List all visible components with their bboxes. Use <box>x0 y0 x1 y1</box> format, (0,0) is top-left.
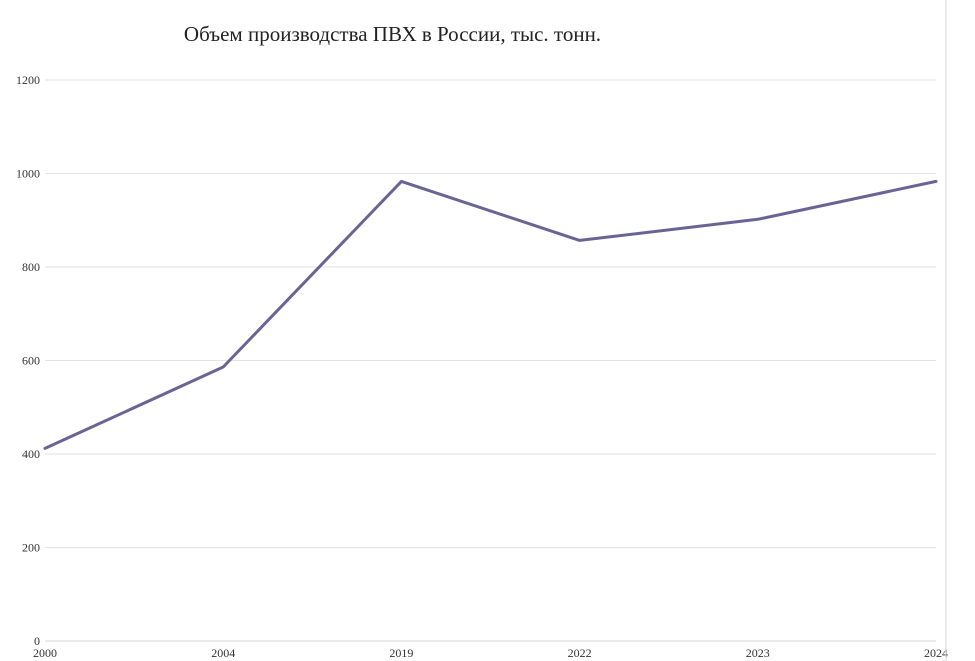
y-tick-label: 600 <box>22 354 40 368</box>
series-layer <box>45 181 936 448</box>
x-tick-label: 2019 <box>389 646 413 660</box>
x-tick-label: 2000 <box>33 646 57 660</box>
y-tick-label: 200 <box>22 541 40 555</box>
x-axis: 2000 2004 2019 2022 2023 2024 <box>33 646 948 660</box>
y-tick-label: 800 <box>22 260 40 274</box>
y-tick-label: 1000 <box>16 167 40 181</box>
y-tick-label: 400 <box>22 447 40 461</box>
x-tick-label: 2022 <box>568 646 592 660</box>
x-tick-label: 2024 <box>924 646 948 660</box>
series-line <box>45 181 936 448</box>
y-tick-label: 1200 <box>16 73 40 87</box>
gridlines <box>45 80 936 641</box>
x-tick-label: 2004 <box>211 646 235 660</box>
line-chart: 020040060080010001200 2000 2004 2019 2022 20… <box>0 0 975 661</box>
x-tick-label: 2023 <box>746 646 770 660</box>
